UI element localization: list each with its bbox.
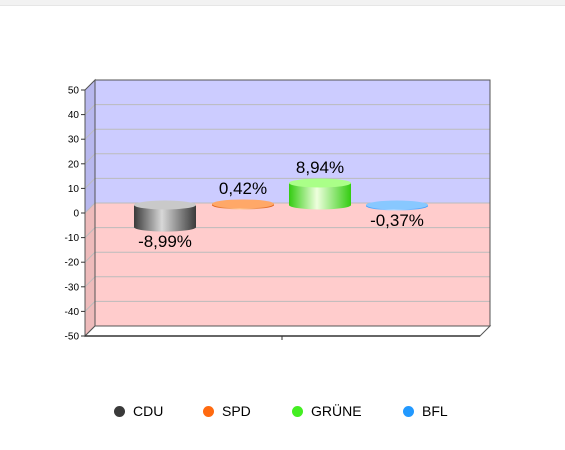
legend-item-cdu: CDU [114,400,163,422]
legend-item-spd: SPD [203,400,251,422]
data-label-gruene: 8,94% [296,158,344,177]
data-label-spd: 0,42% [219,179,267,198]
bar-top-spd [212,199,274,209]
side-wall-positive [85,80,95,213]
bar-top-bfl [366,200,428,210]
gridline-side [84,153,96,165]
y-tick-label: -10 [65,233,80,244]
gridline-side [84,128,96,140]
legend-swatch-spd [203,405,214,417]
data-label-bfl: -0,37% [370,211,424,230]
gridline-side [84,251,96,263]
legend-swatch-gruene [292,405,303,417]
gridline-side [84,227,96,238]
bar-gruene [289,183,351,210]
top-bar [0,0,565,6]
plot-floor [83,325,492,337]
y-tick-label: 20 [68,159,80,170]
side-wall-negative [85,203,95,336]
y-tick-label: -20 [65,258,80,269]
gridline-side [84,178,96,189]
bar-top-gruene [289,178,351,188]
legend-item-bfl: BFL [403,400,448,422]
gridline-side [84,202,96,214]
legend-label-gruene: GRÜNE [311,403,362,419]
gridline-side [84,276,96,288]
bar-chart: 50 40 30 20 10 0 -10 -20 -30 -40 -50 -8,99% 0,42% 8,9… [65,78,492,343]
legend-label-bfl: BFL [422,403,448,419]
y-tick-label: -40 [65,307,80,318]
legend-swatch-bfl [403,405,414,417]
legend-swatch-cdu [114,405,125,417]
bar-top-cdu [134,200,196,210]
data-label-cdu: -8,99% [138,232,192,251]
y-tick-label: 40 [68,110,80,121]
y-tick-label: 30 [68,135,80,146]
y-tick-label: 0 [73,209,79,220]
gridline-side [84,104,96,115]
y-tick-label: -30 [65,282,80,293]
legend-label-spd: SPD [222,403,251,419]
bar-cdu [134,205,196,232]
y-tick-label: -50 [65,332,80,343]
legend-item-gruene: GRÜNE [292,400,362,422]
legend: CDU SPD GRÜNE BFL [0,400,565,422]
legend-label-cdu: CDU [133,403,164,419]
y-tick-label: 10 [68,184,80,195]
y-tick-label: 50 [68,86,80,97]
gridline-side [84,301,96,312]
